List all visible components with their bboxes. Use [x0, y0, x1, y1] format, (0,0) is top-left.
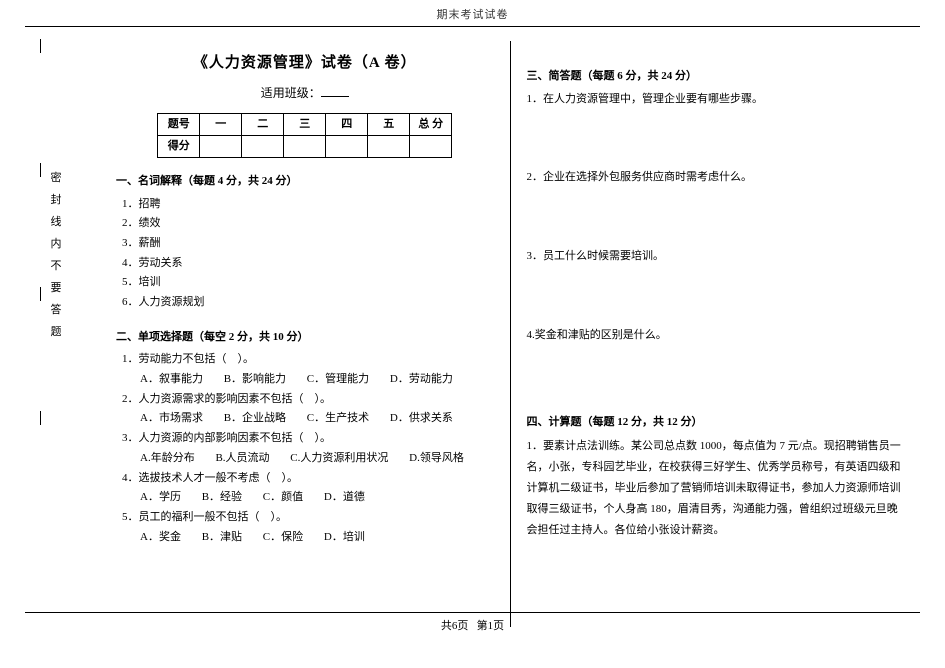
page-current: 第1页	[477, 620, 505, 632]
mcq-option: B．经验	[202, 488, 242, 507]
left-column: 《人力资源管理》试卷（A 卷） 适用班级： 题号 一 二 三 四 五 总 分 得…	[100, 37, 510, 639]
mcq-options: A．学历 B．经验 C．颜值 D．道德	[140, 488, 494, 507]
answer-space	[527, 267, 905, 325]
mcq-options: A．叙事能力 B．影响能力 C．管理能力 D．劳动能力	[140, 370, 494, 389]
footer-rule	[25, 612, 920, 613]
mcq-options: A.年龄分布 B.人员流动 C.人力资源利用状况 D.领导风格	[140, 449, 494, 468]
mcq-option: A．市场需求	[140, 409, 203, 428]
score-head: 题号	[158, 113, 200, 135]
calc-question: 1．要素计点法训练。某公司总点数 1000，每点值为 7 元/点。现招聘销售员一…	[527, 436, 905, 540]
mcq-option: C.人力资源利用状况	[290, 449, 388, 468]
mcq-option: D．培训	[324, 528, 365, 547]
running-header: 期末考试试卷	[0, 0, 945, 26]
mcq-stem: 1．劳动能力不包括（ ）。	[122, 350, 494, 369]
two-column-layout: 《人力资源管理》试卷（A 卷） 适用班级： 题号 一 二 三 四 五 总 分 得…	[100, 37, 920, 639]
mcq-option: A．奖金	[140, 528, 181, 547]
score-head: 总 分	[410, 113, 452, 135]
class-blank	[321, 85, 349, 97]
section-4-heading: 四、计算题（每题 12 分，共 12 分）	[527, 413, 905, 432]
mcq-option: D．劳动能力	[390, 370, 453, 389]
score-cell	[284, 135, 326, 157]
mcq-options: A．奖金 B．津贴 C．保险 D．培训	[140, 528, 494, 547]
mcq-option: C．颜值	[263, 488, 303, 507]
mcq-option: B．津贴	[202, 528, 242, 547]
answer-space	[527, 188, 905, 246]
section-2-list: 1．劳动能力不包括（ ）。 A．叙事能力 B．影响能力 C．管理能力 D．劳动能…	[122, 350, 494, 546]
mcq-option: D．道德	[324, 488, 365, 507]
answer-space	[527, 109, 905, 167]
mcq-options: A．市场需求 B．企业战略 C．生产技术 D．供求关系	[140, 409, 494, 428]
page-footer: 共6页 第1页	[0, 612, 945, 633]
mcq-option: B.人员流动	[215, 449, 269, 468]
term-item: 5．培训	[122, 273, 494, 292]
short-answer-q: 4.奖金和津贴的区别是什么。	[527, 326, 905, 345]
term-item: 3．薪酬	[122, 234, 494, 253]
score-head: 四	[326, 113, 368, 135]
term-item: 6．人力资源规划	[122, 293, 494, 312]
mcq-option: C．保险	[263, 528, 303, 547]
term-item: 4．劳动关系	[122, 254, 494, 273]
mcq-stem: 2．人力资源需求的影响因素不包括（ ）。	[122, 390, 494, 409]
class-line: 适用班级：	[116, 83, 494, 103]
exam-sheet: 密 封 线 内 不 要 答 题 《人力资源管理》试卷（A 卷） 适用班级： 题号…	[0, 27, 945, 639]
section-1-heading: 一、名词解释（每题 4 分，共 24 分）	[116, 172, 494, 191]
right-column: 三、简答题（每题 6 分，共 24 分） 1．在人力资源管理中，管理企业要有哪些…	[511, 37, 921, 639]
answer-space	[527, 345, 905, 403]
score-head: 三	[284, 113, 326, 135]
score-cell	[326, 135, 368, 157]
table-row: 题号 一 二 三 四 五 总 分	[158, 113, 452, 135]
score-cell	[410, 135, 452, 157]
page-total: 共6页	[441, 620, 469, 632]
mcq-stem: 3．人力资源的内部影响因素不包括（ ）。	[122, 429, 494, 448]
mcq-option: B．影响能力	[224, 370, 286, 389]
score-head: 二	[242, 113, 284, 135]
term-item: 2．绩效	[122, 214, 494, 233]
mcq-option: D．供求关系	[390, 409, 453, 428]
class-label: 适用班级：	[261, 86, 321, 100]
mcq-option: A．学历	[140, 488, 181, 507]
mcq-option: C．管理能力	[307, 370, 369, 389]
score-cell	[242, 135, 284, 157]
short-answer-q: 3．员工什么时候需要培训。	[527, 247, 905, 266]
mcq-option: A．叙事能力	[140, 370, 203, 389]
score-table: 题号 一 二 三 四 五 总 分 得分	[157, 113, 452, 158]
binding-marks	[30, 39, 52, 514]
score-cell	[200, 135, 242, 157]
mcq-option: B．企业战略	[224, 409, 286, 428]
score-row-label: 得分	[158, 135, 200, 157]
mcq-stem: 5．员工的福利一般不包括（ ）。	[122, 508, 494, 527]
section-2-heading: 二、单项选择题（每空 2 分，共 10 分）	[116, 328, 494, 347]
short-answer-q: 2．企业在选择外包服务供应商时需考虑什么。	[527, 168, 905, 187]
table-row: 得分	[158, 135, 452, 157]
score-head: 五	[368, 113, 410, 135]
score-cell	[368, 135, 410, 157]
short-answer-q: 1．在人力资源管理中，管理企业要有哪些步骤。	[527, 90, 905, 109]
mcq-option: D.领导风格	[409, 449, 464, 468]
section-3-heading: 三、简答题（每题 6 分，共 24 分）	[527, 67, 905, 86]
seal-line-label: 密 封 线 内 不 要 答 题	[50, 167, 64, 343]
term-item: 1．招聘	[122, 195, 494, 214]
section-1-list: 1．招聘 2．绩效 3．薪酬 4．劳动关系 5．培训 6．人力资源规划	[122, 195, 494, 312]
score-head: 一	[200, 113, 242, 135]
mcq-option: A.年龄分布	[140, 449, 195, 468]
mcq-stem: 4．选拔技术人才一般不考虑（ ）。	[122, 469, 494, 488]
mcq-option: C．生产技术	[307, 409, 369, 428]
exam-title: 《人力资源管理》试卷（A 卷）	[116, 51, 494, 77]
